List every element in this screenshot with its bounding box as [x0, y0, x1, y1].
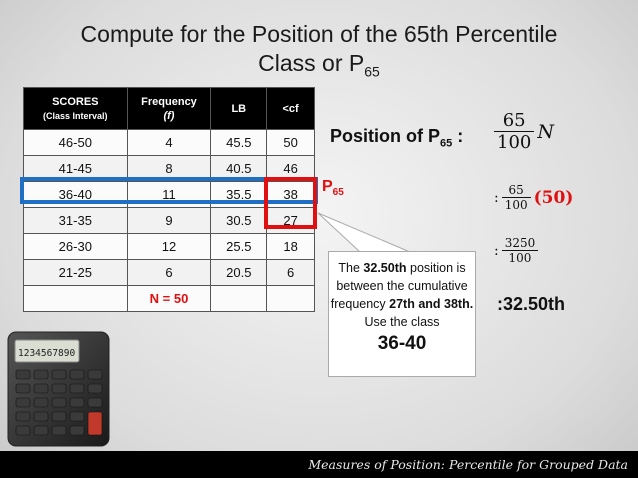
position-result: :32.50th — [497, 294, 566, 314]
calculator-icon: 1234567890 — [7, 331, 110, 447]
cell-frequency: 12 — [126, 233, 212, 260]
title-line-2-sub: 65 — [364, 63, 380, 80]
highlight-cf-cells — [264, 177, 317, 229]
cell-lb: 30.5 — [210, 207, 268, 234]
cell-frequency: 6 — [126, 259, 212, 286]
cell-empty — [210, 285, 268, 312]
footer-bar: Measures of Position: Percentile for Gro… — [0, 451, 638, 478]
cell-lb: 20.5 — [210, 259, 268, 286]
cell-scores: 46-50 — [23, 129, 128, 156]
formula-step-2: : 65 100 (50) — [494, 183, 574, 212]
title-line-1: Compute for the Position of the 65th Per… — [80, 21, 558, 47]
callout-class: 36-40 — [377, 333, 427, 354]
table-header-row: SCORES (Class Interval) Frequency (f) LB… — [23, 87, 315, 130]
footer-caption: Measures of Position: Percentile for Gro… — [308, 457, 628, 472]
header-lb: LB — [210, 87, 268, 130]
table-total-row: N = 50 — [23, 285, 315, 312]
header-frequency: Frequency (f) — [126, 87, 212, 130]
table-row: 46-50 4 45.5 50 — [23, 129, 315, 156]
cell-scores: 21-25 — [23, 259, 128, 286]
title-line-2: Class or P65 — [0, 49, 638, 87]
frequency-table: SCORES (Class Interval) Frequency (f) LB… — [23, 87, 315, 312]
cell-frequency: 4 — [126, 129, 212, 156]
p65-marker: P65 — [322, 178, 344, 199]
header-cf: <cf — [266, 87, 315, 130]
slide-title: Compute for the Position of the 65th Per… — [0, 20, 638, 87]
header-scores: SCORES (Class Interval) — [23, 87, 128, 130]
cell-cf: 27 — [266, 207, 315, 234]
formula-step-1: 65 100 N — [494, 110, 554, 153]
formula-step-3: : 3250 100 — [494, 236, 539, 265]
cell-cf: 18 — [266, 233, 315, 260]
table-row: 31-35 9 30.5 27 — [23, 207, 315, 234]
position-label: Position of P65 : — [330, 126, 464, 150]
callout-box: The 32.50th position is between the cumu… — [328, 251, 476, 377]
cell-scores: 26-30 — [23, 233, 128, 260]
cell-cf: 50 — [266, 129, 315, 156]
table-row: 21-25 6 20.5 6 — [23, 259, 315, 286]
cell-frequency: 9 — [126, 207, 212, 234]
cell-empty — [266, 285, 315, 312]
cell-empty — [23, 285, 128, 312]
title-line-2-main: Class or P — [258, 50, 365, 76]
cell-lb: 45.5 — [210, 129, 268, 156]
table-row: 26-30 12 25.5 18 — [23, 233, 315, 260]
cell-lb: 25.5 — [210, 233, 268, 260]
cell-scores: 31-35 — [23, 207, 128, 234]
cell-cf: 6 — [266, 259, 315, 286]
svg-text:1234567890: 1234567890 — [18, 348, 75, 359]
total-n: N = 50 — [126, 285, 212, 312]
